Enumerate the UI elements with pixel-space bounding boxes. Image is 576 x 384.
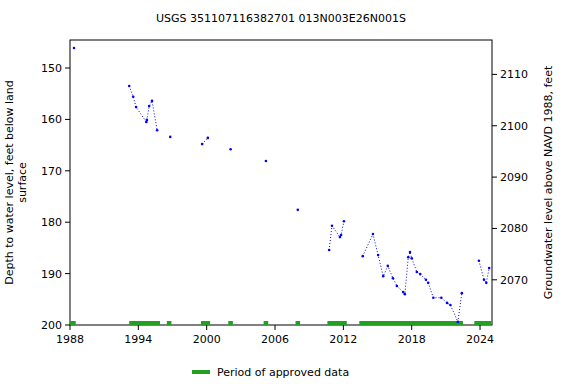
x-tick-label: 2006 [261,333,289,346]
y-tick-label: 150 [41,62,62,75]
data-point [229,148,232,151]
legend-swatch [192,370,210,374]
data-point [432,296,435,299]
x-tick-label: 2012 [329,333,357,346]
data-point [396,285,399,288]
data-point [483,278,486,281]
data-point [446,302,449,305]
x-tick [343,325,344,330]
data-point [461,292,464,295]
y-tick-label: 170 [41,165,62,178]
data-point [73,47,76,50]
y2-tick [492,125,497,126]
approved-period [264,321,269,325]
x-tick [70,325,71,330]
y-tick [65,325,70,326]
data-point [135,106,138,109]
data-point [478,259,481,262]
y-tick-label: 200 [41,319,62,332]
data-point [485,282,488,285]
data-point [132,95,135,98]
y2-tick [492,228,497,229]
data-point [169,136,172,139]
data-point [372,233,375,236]
data-point [151,100,154,103]
data-point [148,105,151,108]
data-point [416,271,419,274]
data-point [409,251,412,254]
data-point [425,278,428,281]
approved-period [296,321,301,325]
y2-tick-label: 2070 [500,274,528,287]
x-tick [275,325,276,330]
data-point [328,249,331,252]
data-point [331,225,334,228]
data-point [440,296,443,299]
y-tick [65,119,70,120]
approved-period [167,321,172,325]
data-point [265,160,268,163]
x-tick-label: 1988 [56,333,84,346]
plot-data [70,47,491,325]
x-tick [411,325,412,330]
data-point [457,321,460,324]
data-point [128,85,131,88]
y2-tick-label: 2100 [500,120,528,133]
data-point [449,304,452,307]
y2-tick [492,279,497,280]
y2-axis-label: Groundwater level above NAVD 1988, feet [542,65,555,299]
y-tick [65,68,70,69]
data-point [343,220,346,223]
data-point [419,273,422,276]
data-point [207,137,210,140]
y-tick [65,170,70,171]
x-tick [138,325,139,330]
data-point [427,282,430,285]
approved-period [228,321,233,325]
y-axis-label: Depth to water level, feet below landsur… [3,80,29,285]
y-tick [65,222,70,223]
data-point [410,257,413,260]
approved-period [129,321,160,325]
data-point [392,277,395,280]
x-tick-label: 1994 [124,333,152,346]
y-tick-label: 190 [41,268,62,281]
data-point [146,119,149,122]
data-point [407,256,410,259]
data-point [297,209,300,212]
x-tick-label: 2018 [398,333,426,346]
y2-tick-label: 2110 [500,68,528,81]
x-tick-label: 2000 [193,333,221,346]
y2-tick [492,74,497,75]
data-point [361,255,364,258]
title: USGS 351107116382701 013N003E26N001S [156,12,406,25]
data-point [340,234,343,237]
approved-period [327,321,346,325]
approved-period [359,321,463,325]
data-point [402,291,405,294]
data-point [382,275,385,278]
y-tick-label: 180 [41,216,62,229]
data-point [386,265,389,268]
data-point [156,129,159,132]
series-line [129,86,489,322]
x-tick-label: 2024 [466,333,494,346]
y2-tick [492,177,497,178]
approved-period [70,321,76,325]
data-point [201,143,204,146]
chart: USGS 351107116382701 013N003E26N001S 1988… [0,0,576,384]
approved-period [201,321,210,325]
x-tick [480,325,481,330]
data-point [404,293,407,296]
legend-label: Period of approved data [217,366,349,379]
y-tick [65,273,70,274]
y2-tick-label: 2090 [500,171,528,184]
data-point [377,254,380,257]
y2-tick-label: 2080 [500,222,528,235]
data-point [488,267,491,270]
y-tick-label: 160 [41,113,62,126]
approved-period [474,321,491,325]
x-tick [206,325,207,330]
plot-frame [70,40,492,325]
